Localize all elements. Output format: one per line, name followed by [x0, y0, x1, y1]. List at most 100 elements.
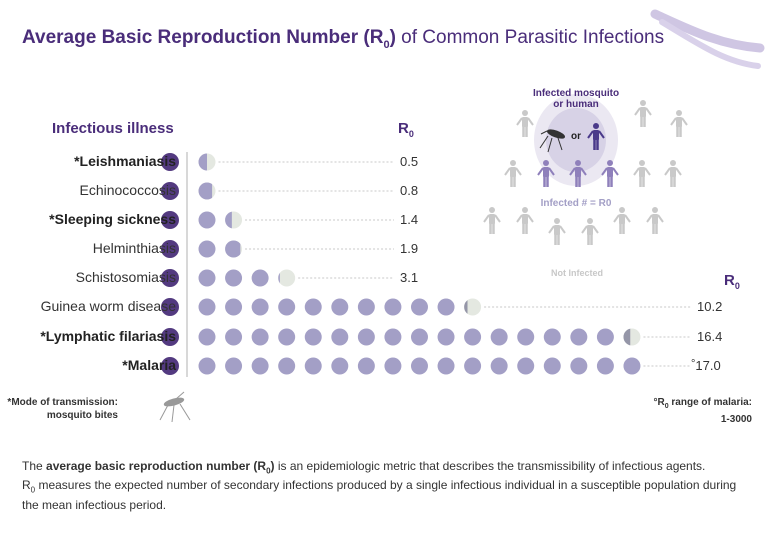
- person-dot: [596, 328, 614, 346]
- not-infected-person-icon: [613, 207, 631, 234]
- value-label: 3.1: [400, 270, 419, 285]
- infected-label: Infected # = R0: [540, 198, 612, 209]
- person-dot: [331, 328, 349, 346]
- category-label: Guinea worm disease: [40, 298, 176, 314]
- infected-source-label: Infected mosquito or human: [532, 88, 620, 110]
- row-marker: [161, 328, 179, 346]
- value-label: 16.4: [697, 329, 723, 344]
- person-dot: [570, 328, 588, 346]
- row-marker: [161, 240, 179, 258]
- not-infected-label: Not Infected: [550, 268, 603, 278]
- person-dot: [437, 328, 455, 346]
- mosquito-footnote-icon: [159, 391, 191, 423]
- person-dot: [198, 298, 216, 316]
- row-marker: [161, 269, 179, 287]
- category-label: *Sleeping sickness: [49, 211, 176, 227]
- person-dot: [357, 328, 375, 346]
- person-dot: [331, 357, 349, 375]
- person-dot: [410, 328, 428, 346]
- infected-source-person-icon: [587, 123, 605, 150]
- person-dot: [623, 357, 641, 375]
- category-label: Schistosomiasis: [75, 269, 176, 285]
- mosquito-footnote: *Mode of transmission: mosquito bites: [7, 397, 118, 421]
- person-dot: [251, 298, 269, 316]
- r0-header-right: R0: [724, 272, 740, 291]
- person-dot: [225, 269, 243, 287]
- person-dot: [464, 328, 482, 346]
- value-label: 0.5: [400, 154, 419, 169]
- person-dot: [198, 269, 216, 287]
- person-dot: [543, 357, 561, 375]
- not-infected-person-icon: [633, 160, 651, 187]
- partial-person-dot: [198, 153, 216, 171]
- person-dot: [384, 357, 402, 375]
- person-dot: [570, 357, 588, 375]
- inner-circle: [546, 108, 606, 172]
- person-dot: [278, 357, 296, 375]
- partial-person-dot: [198, 182, 216, 200]
- person-dot: [198, 328, 216, 346]
- column-header: Infectious illness: [52, 120, 174, 137]
- not-infected-person-icon: [670, 110, 688, 137]
- person-dot: [464, 357, 482, 375]
- person-dot: [198, 357, 216, 375]
- footer-description: The average basic reproduction number (R…: [22, 459, 737, 512]
- person-dot: [490, 357, 508, 375]
- category-label: *Lymphatic filariasis: [40, 328, 176, 344]
- person-dot: [357, 298, 375, 316]
- category-label: Helminthiasis: [92, 240, 176, 256]
- value-label: 1.9: [400, 241, 419, 256]
- person-dot: [331, 298, 349, 316]
- row-marker: [161, 153, 179, 171]
- row-marker: [161, 211, 179, 229]
- category-label: Echinococcosis: [79, 182, 177, 198]
- partial-person-dot: [225, 211, 243, 229]
- person-dot: [410, 357, 428, 375]
- category-label: *Malaria: [122, 357, 176, 373]
- person-dot: [251, 328, 269, 346]
- person-dot: [278, 328, 296, 346]
- person-dot: [304, 357, 322, 375]
- person-dot: [437, 357, 455, 375]
- not-infected-person-icon: [516, 110, 534, 137]
- partial-person-dot: [623, 328, 641, 346]
- person-dot: [251, 357, 269, 375]
- row-marker: [161, 182, 179, 200]
- person-dot: [384, 298, 402, 316]
- not-infected-person-icon: [504, 160, 522, 187]
- person-dot: [225, 357, 243, 375]
- or-label: or: [571, 131, 581, 142]
- person-dot: [490, 328, 508, 346]
- partial-person-dot: [464, 298, 482, 316]
- partial-person-dot: [225, 240, 243, 258]
- person-dot: [517, 328, 535, 346]
- not-infected-person-icon: [664, 160, 682, 187]
- infected-person-icon: [601, 160, 619, 187]
- person-dot: [543, 328, 561, 346]
- row-marker: [161, 298, 179, 316]
- value-label: 1.4: [400, 212, 419, 227]
- r0-header: R0: [398, 120, 414, 139]
- not-infected-person-icon: [516, 207, 534, 234]
- not-infected-person-icon: [483, 207, 501, 234]
- category-label: *Leishmaniasis: [74, 153, 176, 169]
- person-dot: [198, 240, 216, 258]
- person-dot: [384, 328, 402, 346]
- person-dot: [251, 269, 269, 287]
- person-dot: [225, 298, 243, 316]
- person-dot: [410, 298, 428, 316]
- value-label: 0.8: [400, 183, 419, 198]
- infected-person-icon: [569, 160, 587, 187]
- chart-title: Average Basic Reproduction Number (R0) o…: [22, 27, 665, 51]
- person-dot: [437, 298, 455, 316]
- person-dot: [517, 357, 535, 375]
- mosquito-icon: [539, 129, 566, 153]
- person-dot: [596, 357, 614, 375]
- person-dot: [278, 298, 296, 316]
- not-infected-person-icon: [634, 100, 652, 127]
- not-infected-person-icon: [548, 218, 566, 245]
- person-dot: [198, 211, 216, 229]
- partial-person-dot: [278, 269, 296, 287]
- not-infected-person-icon: [581, 218, 599, 245]
